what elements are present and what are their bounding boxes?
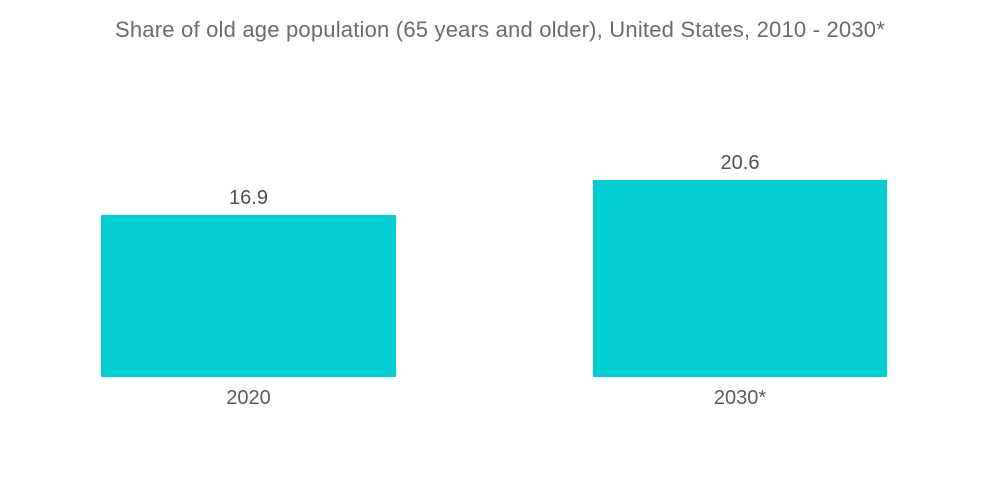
bar-category-label: 2020	[226, 387, 271, 409]
bar-group-2030: 20.6 2030*	[593, 152, 887, 408]
bar-value-label: 16.9	[229, 187, 268, 209]
bar-value-label: 20.6	[720, 152, 760, 174]
chart-title: Share of old age population (65 years an…	[114, 17, 886, 42]
bar-group-2020: 16.9 2020	[101, 187, 396, 408]
bar-2020[interactable]	[101, 215, 396, 377]
bar-category-label: 2030*	[713, 387, 767, 409]
bar-2030[interactable]	[593, 180, 887, 377]
